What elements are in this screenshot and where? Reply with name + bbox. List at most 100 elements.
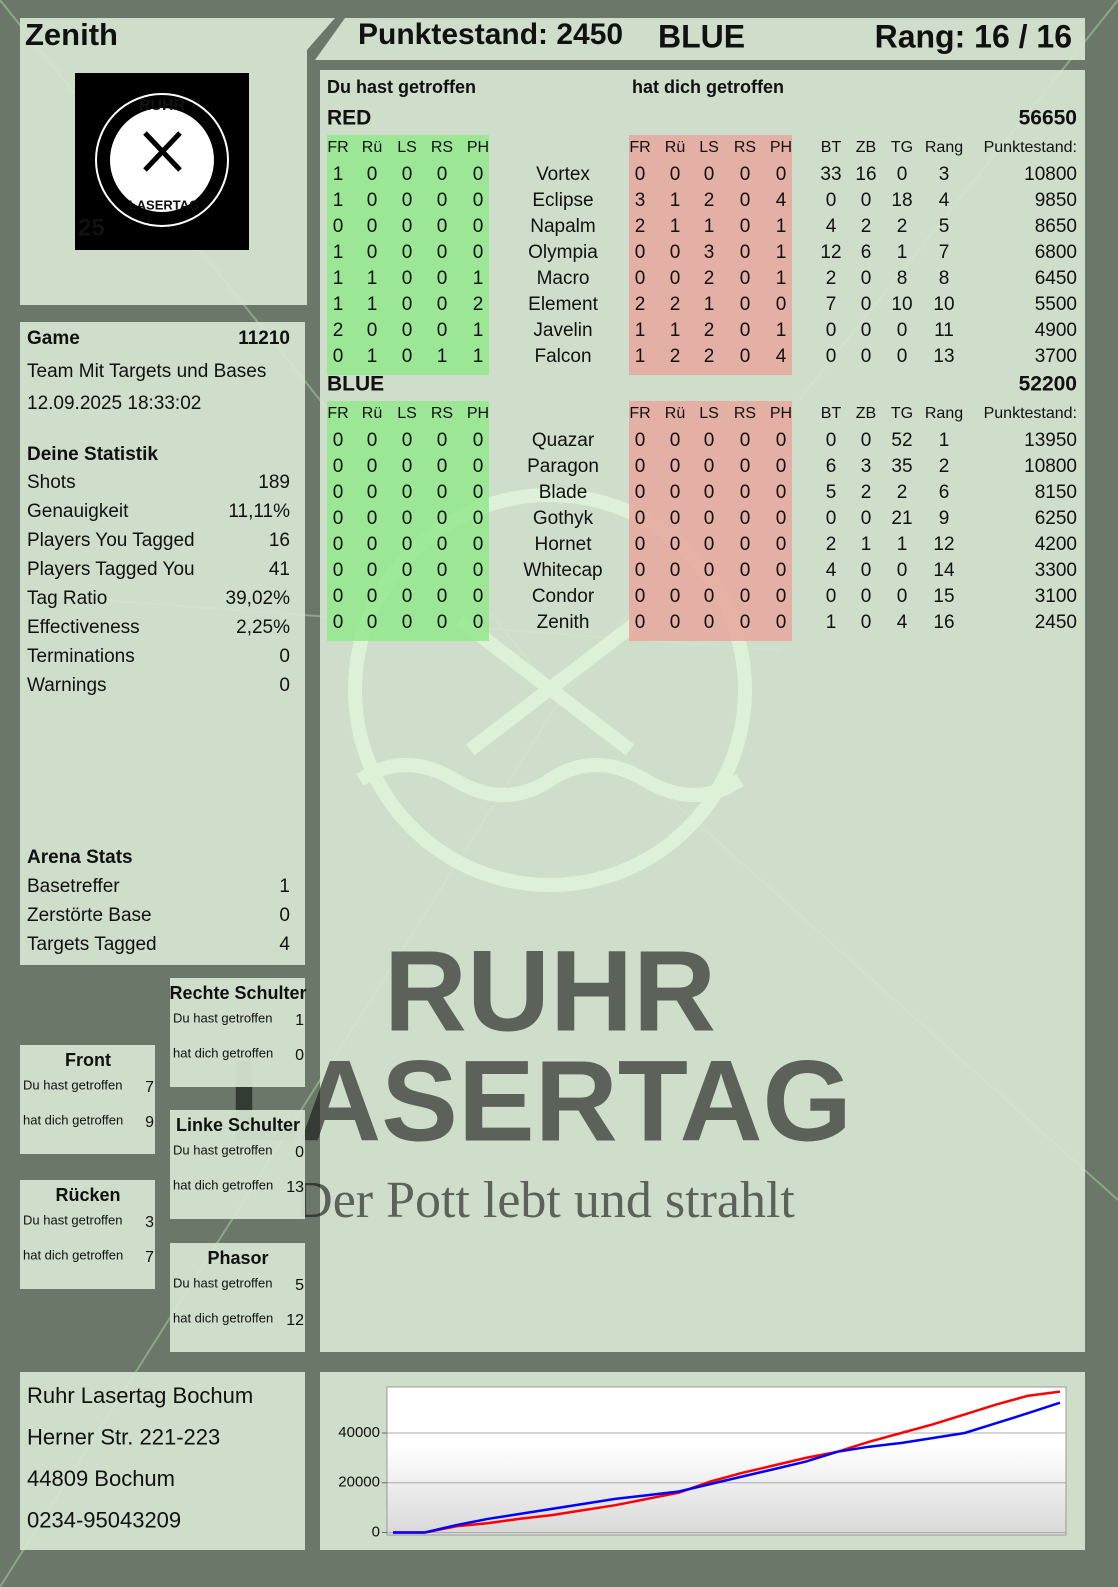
stat-cell: 2 (826, 268, 837, 289)
zone-value: 5 (295, 1277, 304, 1294)
got-cell: 0 (635, 586, 646, 607)
player-name: Whitecap (523, 560, 602, 581)
zone-title: Front (65, 1050, 111, 1070)
stat-cell: 12 (933, 534, 954, 555)
stat-cell: 10800 (1024, 456, 1077, 477)
got-cell: 1 (670, 216, 681, 237)
stat-cell: 13950 (1024, 430, 1077, 451)
got-cell: 4 (776, 346, 787, 367)
hit-cell: 1 (333, 190, 344, 211)
stat-header: BT (821, 405, 842, 422)
stat-cell: 0 (897, 560, 908, 581)
stat-cell: 0 (861, 294, 872, 315)
got-cell: 0 (740, 268, 751, 289)
player-score: Punktestand: 2450 (358, 18, 623, 51)
hit-cell: 0 (437, 560, 448, 581)
got-cell: 0 (740, 560, 751, 581)
hit-cell: 0 (402, 560, 413, 581)
player-name: Hornet (534, 534, 592, 555)
hit-cell: 0 (402, 346, 413, 367)
got-cell: 0 (704, 456, 715, 477)
zone-box (170, 1243, 305, 1352)
game-date: 12.09.2025 18:33:02 (27, 393, 201, 414)
hit-cell: 0 (333, 346, 344, 367)
team-total: 56650 (1019, 107, 1077, 130)
hit-cell: 1 (437, 346, 448, 367)
got-cell: 0 (740, 586, 751, 607)
hit-cell: 0 (473, 534, 484, 555)
got-cell: 0 (670, 242, 681, 263)
stat-cell: 8150 (1035, 482, 1077, 503)
hit-cell: 0 (473, 430, 484, 451)
team-name: BLUE (327, 373, 384, 396)
hit-cell: 0 (367, 508, 378, 529)
hit-cell: 0 (473, 242, 484, 263)
player-name: Eclipse (532, 190, 593, 211)
stat-cell: 8650 (1035, 216, 1077, 237)
got-cell: 0 (740, 430, 751, 451)
stat-cell: 10800 (1024, 164, 1077, 185)
hit-cell: 0 (473, 164, 484, 185)
address-line: Herner Str. 221-223 (27, 1424, 220, 1449)
hit-cell: 1 (473, 346, 484, 367)
plot-area (386, 1386, 1067, 1536)
address-panel (20, 1372, 305, 1550)
player-name: Quazar (532, 430, 595, 451)
stat-label: Terminations (27, 646, 135, 667)
stat-cell: 3300 (1035, 560, 1077, 581)
hit-cell: 0 (367, 216, 378, 237)
got-header: FR (629, 139, 650, 156)
stat-value: 0 (279, 675, 290, 696)
watermark-emblem (348, 488, 752, 892)
zone-value: 3 (145, 1214, 154, 1231)
stat-cell: 0 (861, 508, 872, 529)
hit-cell: 0 (402, 456, 413, 477)
stat-header: Punktestand: (984, 139, 1077, 156)
hit-column-bg (327, 401, 489, 641)
stats-title: Deine Statistik (27, 444, 158, 465)
got-cell: 0 (670, 534, 681, 555)
hit-column-bg (327, 135, 489, 375)
stat-label: Genauigkeit (27, 501, 129, 522)
got-cell: 0 (776, 164, 787, 185)
zone-title: Rücken (55, 1185, 120, 1205)
hit-cell: 0 (402, 268, 413, 289)
stat-cell: 6450 (1035, 268, 1077, 289)
hit-cell: 0 (367, 482, 378, 503)
got-cell: 0 (635, 560, 646, 581)
stat-header: Rang (925, 139, 963, 156)
series-line (393, 1401, 1061, 1534)
stat-cell: 2450 (1035, 612, 1077, 633)
hit-cell: 0 (473, 216, 484, 237)
hit-header: LS (397, 405, 417, 422)
got-cell: 2 (704, 268, 715, 289)
got-cell: 0 (635, 242, 646, 263)
hit-cell: 0 (402, 164, 413, 185)
player-rank: Rang: 16 / 16 (875, 18, 1072, 54)
got-cell: 2 (635, 216, 646, 237)
hit-cell: 0 (473, 482, 484, 503)
stat-cell: 2 (897, 482, 908, 503)
stat-value: 16 (269, 530, 290, 551)
stat-value: 41 (269, 559, 290, 580)
zone-title: Rechte Schulter (169, 983, 306, 1003)
stat-cell: 3100 (1035, 586, 1077, 607)
watermark-line1: RUHR (384, 927, 716, 1055)
stat-cell: 14 (933, 560, 955, 581)
stat-cell: 0 (861, 268, 872, 289)
hit-cell: 0 (333, 456, 344, 477)
hit-header: PH (467, 139, 489, 156)
got-cell: 1 (776, 268, 787, 289)
got-cell: 1 (776, 320, 787, 341)
hit-cell: 0 (437, 586, 448, 607)
hit-cell: 1 (333, 294, 344, 315)
hit-header: FR (327, 405, 348, 422)
stat-cell: 0 (897, 586, 908, 607)
y-tick-label: 0 (372, 1523, 380, 1540)
hit-cell: 2 (473, 294, 484, 315)
header-bar (315, 18, 1085, 60)
hit-cell: 0 (402, 534, 413, 555)
hit-cell: 0 (402, 430, 413, 451)
got-cell: 0 (670, 268, 681, 289)
hit-cell: 0 (367, 164, 378, 185)
